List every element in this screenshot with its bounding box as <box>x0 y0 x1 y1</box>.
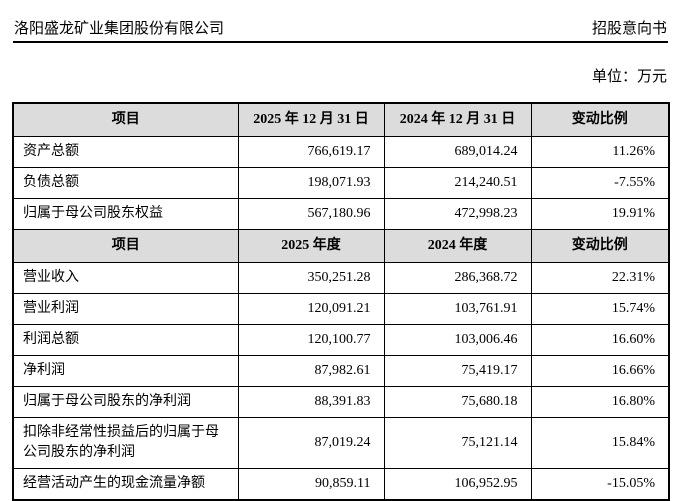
value-2025: 87,982.61 <box>237 355 385 387</box>
table-row-operating-revenue: 营业收入 350,251.28 286,368.72 22.31% <box>12 262 670 294</box>
table-row-net-profit-parent-excl-nonrecurring: 扣除非经常性损益后的归属于母公司股东的净利润 87,019.24 75,121.… <box>12 417 670 469</box>
income-header-row: 项目 2025 年度 2024 年度 变动比例 <box>12 229 670 263</box>
change-pct: 11.26% <box>530 136 670 168</box>
change-pct: 22.31% <box>530 262 670 294</box>
value-2025: 350,251.28 <box>237 262 385 294</box>
row-label: 营业利润 <box>12 293 239 325</box>
value-2024: 103,761.91 <box>383 293 532 325</box>
change-pct: 16.60% <box>530 324 670 356</box>
value-2025: 120,091.21 <box>237 293 385 325</box>
change-pct: 16.80% <box>530 386 670 418</box>
value-2024: 472,998.23 <box>383 198 532 230</box>
value-2025: 567,180.96 <box>237 198 385 230</box>
balance-header-row: 项目 2025 年 12 月 31 日 2024 年 12 月 31 日 变动比… <box>12 102 670 137</box>
table-row-total-assets: 资产总额 766,619.17 689,014.24 11.26% <box>12 136 670 168</box>
table-row-total-liabilities: 负债总额 198,071.93 214,240.51 -7.55% <box>12 167 670 199</box>
row-label: 营业收入 <box>12 262 239 294</box>
financial-summary-table: 项目 2025 年 12 月 31 日 2024 年 12 月 31 日 变动比… <box>12 102 670 501</box>
table-row-operating-profit: 营业利润 120,091.21 103,761.91 15.74% <box>12 293 670 325</box>
row-label: 扣除非经常性损益后的归属于母公司股东的净利润 <box>12 417 239 469</box>
change-pct: 15.74% <box>530 293 670 325</box>
row-label: 利润总额 <box>12 324 239 356</box>
value-2025: 766,619.17 <box>237 136 385 168</box>
value-2024: 214,240.51 <box>383 167 532 199</box>
balance-header-2025-date: 2025 年 12 月 31 日 <box>237 102 385 137</box>
balance-header-item: 项目 <box>12 102 239 137</box>
document-type-label: 招股意向书 <box>591 21 667 37</box>
change-pct: -15.05% <box>530 468 670 501</box>
change-pct: 16.66% <box>530 355 670 387</box>
company-name: 洛阳盛龙矿业集团股份有限公司 <box>14 21 225 37</box>
balance-header-2024-date: 2024 年 12 月 31 日 <box>383 102 532 137</box>
balance-header-change: 变动比例 <box>530 102 670 137</box>
value-2024: 75,419.17 <box>383 355 532 387</box>
value-2024: 106,952.95 <box>383 468 532 501</box>
change-pct: 19.91% <box>530 198 670 230</box>
row-label: 经营活动产生的现金流量净额 <box>12 468 239 501</box>
table-row-operating-cash-flow: 经营活动产生的现金流量净额 90,859.11 106,952.95 -15.0… <box>12 468 670 501</box>
row-label: 净利润 <box>12 355 239 387</box>
row-label: 负债总额 <box>12 167 239 199</box>
change-pct: 15.84% <box>530 417 670 469</box>
row-label: 资产总额 <box>12 136 239 168</box>
value-2024: 286,368.72 <box>383 262 532 294</box>
table-row-net-profit: 净利润 87,982.61 75,419.17 16.66% <box>12 355 670 387</box>
page-header: 洛阳盛龙矿业集团股份有限公司 招股意向书 <box>13 0 668 43</box>
value-2025: 87,019.24 <box>237 417 385 469</box>
income-header-2024-period: 2024 年度 <box>383 229 532 263</box>
value-2025: 88,391.83 <box>237 386 385 418</box>
row-label: 归属于母公司股东的净利润 <box>12 386 239 418</box>
value-2024: 103,006.46 <box>383 324 532 356</box>
value-2025: 90,859.11 <box>237 468 385 501</box>
table-row-net-profit-parent: 归属于母公司股东的净利润 88,391.83 75,680.18 16.80% <box>12 386 670 418</box>
value-2024: 75,121.14 <box>383 417 532 469</box>
table-row-parent-equity: 归属于母公司股东权益 567,180.96 472,998.23 19.91% <box>12 198 670 230</box>
change-pct: -7.55% <box>530 167 670 199</box>
value-2024: 75,680.18 <box>383 386 532 418</box>
value-2025: 198,071.93 <box>237 167 385 199</box>
value-2024: 689,014.24 <box>383 136 532 168</box>
table-row-total-profit: 利润总额 120,100.77 103,006.46 16.60% <box>12 324 670 356</box>
value-2025: 120,100.77 <box>237 324 385 356</box>
row-label: 归属于母公司股东权益 <box>12 198 239 230</box>
income-header-item: 项目 <box>12 229 239 263</box>
unit-label: 单位：万元 <box>591 69 667 85</box>
income-header-change: 变动比例 <box>530 229 670 263</box>
income-header-2025-period: 2025 年度 <box>237 229 385 263</box>
